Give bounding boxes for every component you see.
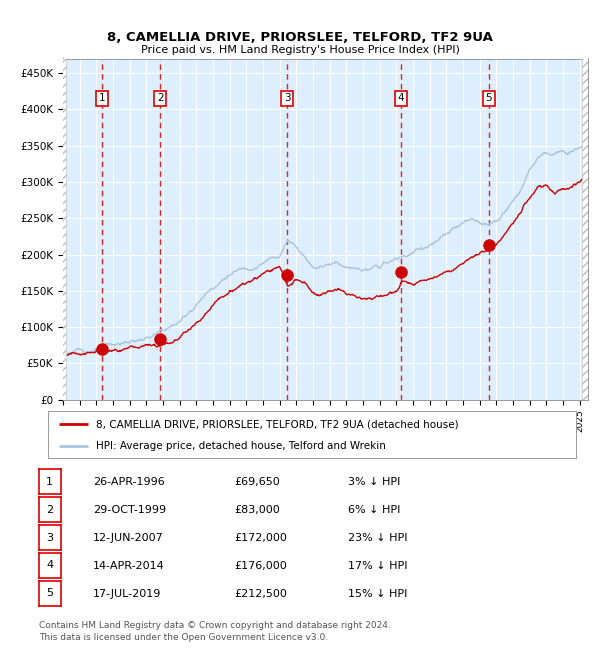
Text: 17-JUL-2019: 17-JUL-2019	[93, 589, 161, 599]
Text: HPI: Average price, detached house, Telford and Wrekin: HPI: Average price, detached house, Telf…	[95, 441, 385, 450]
Text: 5: 5	[46, 588, 53, 599]
Text: 3: 3	[46, 532, 53, 543]
Text: 29-OCT-1999: 29-OCT-1999	[93, 505, 166, 515]
Text: 3% ↓ HPI: 3% ↓ HPI	[348, 477, 400, 487]
Text: 4: 4	[46, 560, 53, 571]
Text: Price paid vs. HM Land Registry's House Price Index (HPI): Price paid vs. HM Land Registry's House …	[140, 45, 460, 55]
Text: 12-JUN-2007: 12-JUN-2007	[93, 533, 164, 543]
Text: £69,650: £69,650	[234, 477, 280, 487]
Text: 26-APR-1996: 26-APR-1996	[93, 477, 165, 487]
Bar	[46, 40, 67, 404]
Text: 1: 1	[98, 94, 105, 103]
Text: Contains HM Land Registry data © Crown copyright and database right 2024.
This d: Contains HM Land Registry data © Crown c…	[39, 621, 391, 642]
Text: 14-APR-2014: 14-APR-2014	[93, 561, 165, 571]
Text: 2: 2	[157, 94, 163, 103]
Bar	[582, 40, 600, 404]
Text: 1: 1	[46, 476, 53, 487]
Text: 15% ↓ HPI: 15% ↓ HPI	[348, 589, 407, 599]
Text: £172,000: £172,000	[234, 533, 287, 543]
Text: 17% ↓ HPI: 17% ↓ HPI	[348, 561, 407, 571]
Text: 23% ↓ HPI: 23% ↓ HPI	[348, 533, 407, 543]
Text: £83,000: £83,000	[234, 505, 280, 515]
Text: £212,500: £212,500	[234, 589, 287, 599]
Text: 4: 4	[398, 94, 404, 103]
Text: 8, CAMELLIA DRIVE, PRIORSLEE, TELFORD, TF2 9UA: 8, CAMELLIA DRIVE, PRIORSLEE, TELFORD, T…	[107, 31, 493, 44]
Text: £176,000: £176,000	[234, 561, 287, 571]
Text: 5: 5	[485, 94, 492, 103]
Text: 3: 3	[284, 94, 290, 103]
Text: 8, CAMELLIA DRIVE, PRIORSLEE, TELFORD, TF2 9UA (detached house): 8, CAMELLIA DRIVE, PRIORSLEE, TELFORD, T…	[95, 419, 458, 429]
Text: 6% ↓ HPI: 6% ↓ HPI	[348, 505, 400, 515]
Text: 2: 2	[46, 504, 53, 515]
